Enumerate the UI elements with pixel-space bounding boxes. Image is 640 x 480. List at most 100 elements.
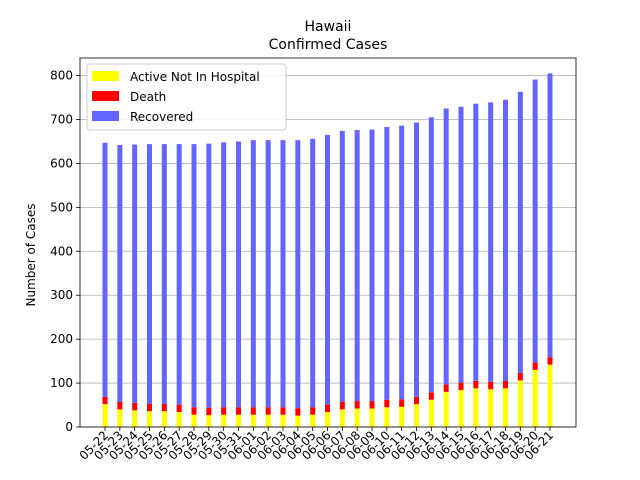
bar-segment (384, 399, 390, 408)
legend-swatch (92, 91, 119, 101)
bar-segment (265, 407, 271, 415)
bar-segment (458, 106, 464, 383)
bar-segment (369, 129, 375, 402)
bar-segment (280, 407, 286, 415)
bar-segment (250, 407, 256, 415)
bar-segment (117, 401, 123, 410)
legend-label: Death (130, 90, 166, 104)
bar-segment (236, 414, 241, 427)
y-tick-label: 400 (50, 244, 73, 258)
bar-segment (161, 411, 167, 427)
bar-segment (206, 143, 212, 408)
bar-segment (473, 103, 479, 381)
bar-segment (399, 406, 405, 427)
bar-segment (206, 407, 212, 416)
bar-segment (384, 126, 390, 400)
bar-segment (339, 401, 345, 410)
legend-label: Active Not In Hospital (130, 70, 260, 84)
axes (79, 57, 577, 428)
bar-segment (161, 144, 167, 404)
y-axis-label: Number of Cases (24, 203, 38, 306)
bar-segment (221, 414, 227, 427)
bar-segment (532, 362, 538, 370)
bar-segment (325, 412, 330, 427)
bar-segment (354, 401, 360, 409)
bar-segment (369, 408, 375, 427)
bar-segment (132, 144, 138, 403)
bar-segment (132, 402, 138, 411)
bar-segment (102, 404, 108, 427)
bar-segment (443, 108, 449, 385)
plot-frame (79, 57, 577, 428)
bar-segment (250, 140, 256, 408)
bar-segment (310, 138, 316, 408)
bar-segment (176, 412, 182, 427)
bar-segment (250, 414, 256, 427)
bar-segment (191, 407, 197, 415)
bar-segment (547, 364, 553, 427)
bar-segment (473, 388, 479, 427)
bar-segment (147, 411, 152, 427)
bar-segment (443, 391, 449, 427)
bar-segment (191, 414, 197, 427)
bar-segment (176, 144, 182, 405)
bar-segment (428, 117, 434, 393)
bar-segment (265, 414, 271, 427)
bar-segment (147, 144, 152, 404)
bar-segment (280, 414, 286, 427)
bar-segment (517, 91, 523, 373)
bar-segment (532, 79, 538, 363)
bar-segment (488, 389, 494, 427)
bar-segment (117, 144, 123, 402)
bar-segment (488, 381, 494, 390)
bar-segment (295, 408, 301, 416)
bar-segment (503, 380, 508, 389)
y-tick-label: 500 (50, 200, 73, 214)
bar-segment (221, 142, 227, 408)
bar-segment (428, 392, 434, 400)
bar-segment (414, 404, 419, 427)
bar-segment (399, 125, 405, 400)
bar-segment (265, 140, 271, 408)
y-tick-label: 100 (50, 376, 73, 390)
bar-segment (354, 130, 360, 402)
bar-segment (339, 130, 345, 402)
bar-segment (310, 414, 316, 427)
y-tick-label: 200 (50, 332, 73, 346)
bar-segment (206, 415, 212, 427)
bar-segment (428, 399, 434, 427)
bar-segment (443, 384, 449, 392)
bar-segment (191, 144, 197, 408)
legend-swatch (92, 71, 119, 81)
bar-segment (503, 388, 508, 427)
bar-segment (517, 380, 523, 427)
bar-segment (414, 396, 419, 405)
y-tick-labels: 0 100 200 300 400 500 600 700 800 (50, 69, 80, 434)
x-tick-labels: 05-2205-2305-2405-2505-2605-2705-2805-29… (77, 427, 556, 463)
bar-segment (384, 407, 390, 427)
bar-segment (325, 404, 330, 413)
bar-segment (310, 407, 316, 415)
bar-segment (280, 140, 286, 408)
y-tick-label: 700 (50, 113, 73, 127)
chart-title: Hawaii (305, 19, 352, 35)
bar-segment (117, 409, 123, 427)
bar-segment (339, 409, 345, 427)
legend: Active Not In Hospital Death Recovered (86, 63, 287, 131)
chart-subtitle: Confirmed Cases (269, 37, 388, 53)
bar-segment (414, 122, 419, 397)
bar-segment (161, 403, 167, 412)
y-tick-label: 800 (50, 69, 73, 83)
bar-segment (369, 401, 375, 409)
y-tick-label: 300 (50, 288, 73, 302)
bar-segment (517, 372, 523, 381)
bar-segment (236, 407, 241, 415)
bar-segment (354, 408, 360, 427)
bar-segment (325, 134, 330, 405)
bar-segment (547, 73, 553, 358)
legend-swatch (92, 111, 119, 121)
bar-segment (132, 410, 138, 427)
bar-segment (147, 403, 152, 412)
bar-segment (221, 407, 227, 415)
